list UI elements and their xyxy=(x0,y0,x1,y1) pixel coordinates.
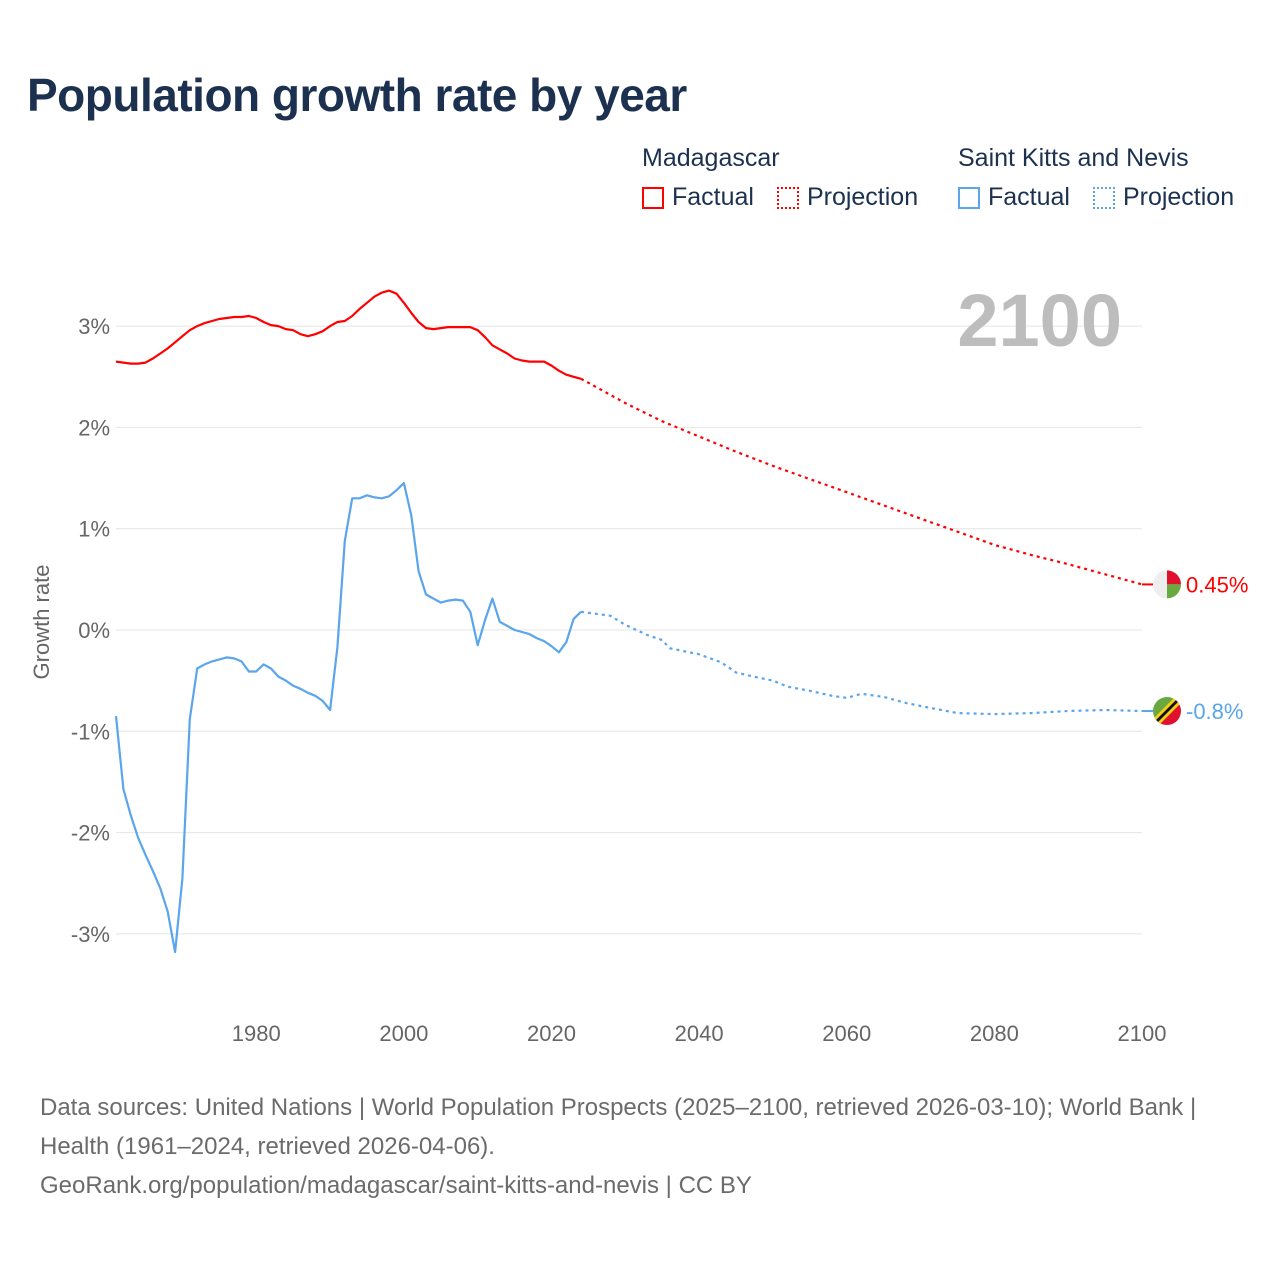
y-tick-label: 0% xyxy=(78,618,110,643)
x-tick-label: 2100 xyxy=(1118,1021,1167,1046)
saint-kitts-flag-icon xyxy=(1153,697,1181,726)
chart-title: Population growth rate by year xyxy=(27,69,687,121)
footer: Data sources: United Nations | World Pop… xyxy=(40,1088,1240,1205)
y-tick-label: -2% xyxy=(71,821,110,846)
end-value-label: -0.8% xyxy=(1186,699,1243,724)
legend-label: Projection xyxy=(806,183,919,211)
dotted-swatch-icon xyxy=(776,186,799,209)
x-tick-label: 2020 xyxy=(527,1021,576,1046)
x-tick-label: 2040 xyxy=(675,1021,724,1046)
credit-link[interactable]: GeoRank.org/population/madagascar/saint-… xyxy=(40,1172,752,1199)
x-tick-label: 2060 xyxy=(822,1021,871,1046)
y-tick-label: 2% xyxy=(78,415,110,440)
legend-item-madagascar-factual[interactable]: Factual xyxy=(642,183,754,212)
legend-group-name: Madagascar xyxy=(642,144,780,172)
series-line-factual-1 xyxy=(114,482,582,954)
legend-label: Factual xyxy=(988,183,1070,211)
y-axis-label: Growth rate xyxy=(29,564,54,680)
y-tick-label: 1% xyxy=(78,517,110,542)
legend-item-madagascar-projection[interactable]: Projection xyxy=(776,183,919,212)
legend-label: Projection xyxy=(1122,183,1235,211)
solid-swatch-icon xyxy=(642,186,664,209)
legend-label: Factual xyxy=(672,183,754,211)
series-line-factual-0 xyxy=(115,289,582,380)
legend-saint-kitts-and-nevis: Saint Kitts and Nevis Factual Projection xyxy=(958,144,1234,216)
current-year-label: 2100 xyxy=(957,279,1122,362)
solid-swatch-icon xyxy=(958,186,980,209)
legend-madagascar: Madagascar Factual Projection xyxy=(642,144,934,216)
legend-item-skn-projection[interactable]: Projection xyxy=(1092,183,1235,212)
series-line-projection-0 xyxy=(580,377,1143,586)
x-tick-label: 1980 xyxy=(232,1021,281,1046)
y-tick-label: -1% xyxy=(71,719,110,744)
x-tick-label: 2080 xyxy=(970,1021,1019,1046)
dotted-swatch-icon xyxy=(1092,186,1115,209)
end-value-label: 0.45% xyxy=(1186,572,1248,597)
madagascar-flag-icon xyxy=(1153,570,1181,599)
series-line-projection-1 xyxy=(580,610,1143,716)
y-tick-label: 3% xyxy=(78,314,110,339)
data-sources: Data sources: United Nations | World Pop… xyxy=(40,1094,1197,1160)
y-tick-label: -3% xyxy=(71,922,110,947)
x-tick-label: 2000 xyxy=(379,1021,428,1046)
legend-group-name: Saint Kitts and Nevis xyxy=(958,144,1189,172)
legend-item-skn-factual[interactable]: Factual xyxy=(958,183,1070,212)
